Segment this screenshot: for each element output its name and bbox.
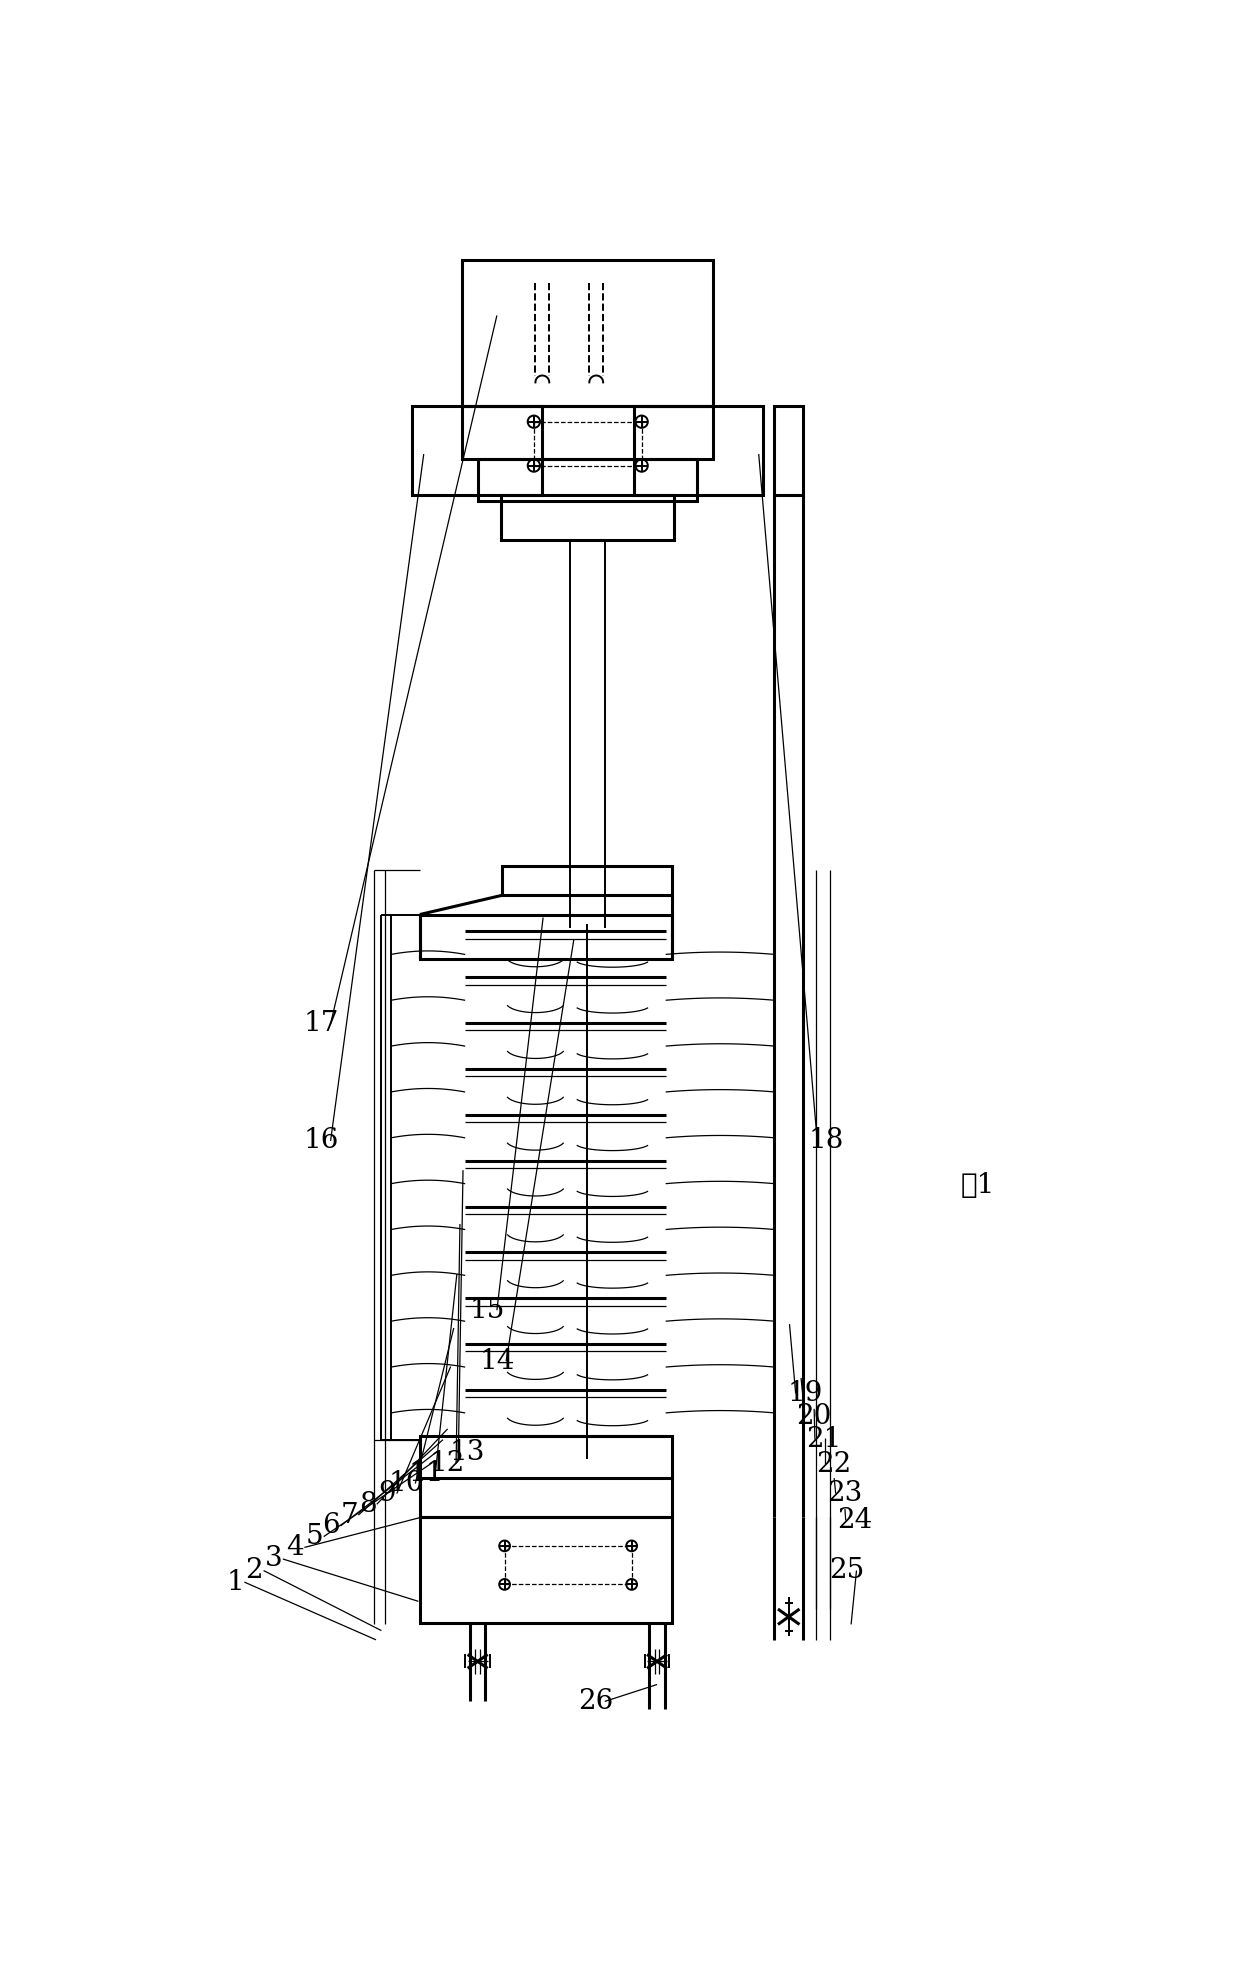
Text: 2: 2 — [246, 1558, 263, 1584]
Bar — [502, 866, 672, 896]
Text: 4: 4 — [286, 1534, 304, 1562]
Bar — [420, 1437, 672, 1478]
Text: 25: 25 — [830, 1558, 864, 1584]
Text: 11: 11 — [408, 1460, 444, 1486]
Text: 17: 17 — [304, 1009, 339, 1037]
Text: 12: 12 — [429, 1451, 465, 1476]
Bar — [412, 405, 542, 495]
Bar — [501, 495, 675, 540]
Text: 18: 18 — [808, 1127, 844, 1154]
Text: 7: 7 — [340, 1502, 358, 1528]
Text: 16: 16 — [304, 1127, 339, 1154]
Text: 14: 14 — [479, 1347, 515, 1375]
Bar — [463, 405, 713, 459]
Bar — [634, 405, 764, 495]
Text: 5: 5 — [305, 1524, 324, 1550]
Text: 26: 26 — [578, 1687, 613, 1715]
Text: 10: 10 — [388, 1470, 424, 1496]
Text: 23: 23 — [827, 1480, 863, 1506]
Bar — [420, 1516, 672, 1623]
Text: 13: 13 — [450, 1439, 485, 1466]
Text: 8: 8 — [358, 1490, 377, 1518]
Text: 1: 1 — [226, 1568, 244, 1596]
Bar — [477, 459, 697, 501]
Text: 21: 21 — [806, 1427, 842, 1452]
Text: 3: 3 — [265, 1546, 283, 1572]
Text: 15: 15 — [470, 1298, 506, 1323]
Bar — [420, 914, 672, 960]
Bar — [774, 405, 804, 495]
Text: 22: 22 — [816, 1451, 852, 1478]
Text: 6: 6 — [322, 1512, 340, 1540]
Text: 图1: 图1 — [961, 1172, 996, 1198]
Text: 24: 24 — [837, 1506, 873, 1534]
Text: 20: 20 — [796, 1403, 832, 1431]
Bar — [463, 260, 713, 405]
Text: 19: 19 — [787, 1379, 822, 1407]
Text: 9: 9 — [378, 1480, 397, 1506]
